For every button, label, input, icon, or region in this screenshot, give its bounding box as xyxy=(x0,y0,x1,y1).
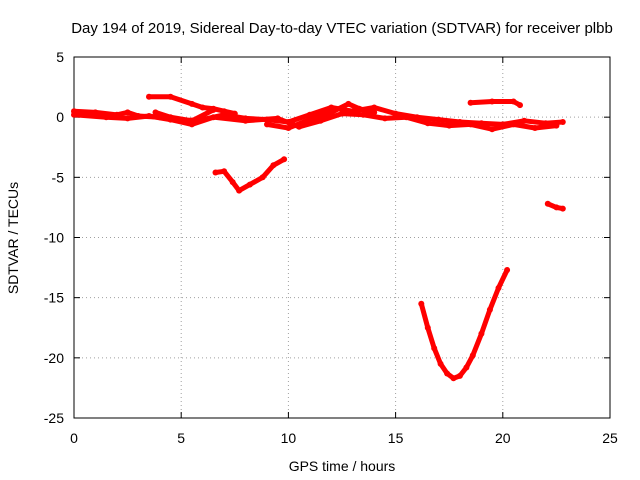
data-point xyxy=(231,110,238,117)
data-point xyxy=(221,168,228,175)
data-point xyxy=(328,109,335,116)
data-point xyxy=(152,109,159,116)
data-point xyxy=(71,111,77,118)
data-point xyxy=(317,117,324,124)
data-point xyxy=(356,105,363,112)
data-point xyxy=(489,126,496,133)
x-tick-label: 0 xyxy=(70,430,78,446)
data-point xyxy=(103,114,110,121)
y-tick-label: 0 xyxy=(56,109,64,125)
data-point xyxy=(221,108,228,115)
data-point xyxy=(146,113,152,119)
x-tick-label: 15 xyxy=(388,430,404,446)
data-point xyxy=(435,116,442,123)
data-point xyxy=(467,99,474,106)
data-point xyxy=(486,306,493,313)
data-point xyxy=(478,330,485,337)
y-tick-label: -10 xyxy=(44,230,64,246)
data-series xyxy=(71,93,566,382)
data-point xyxy=(392,110,399,117)
data-point xyxy=(424,324,431,331)
data-point xyxy=(450,375,457,382)
data-point xyxy=(339,110,345,117)
series-line xyxy=(468,99,523,108)
data-point xyxy=(446,122,453,129)
data-point xyxy=(274,115,281,122)
data-point xyxy=(424,120,431,127)
data-point xyxy=(489,98,496,105)
data-point xyxy=(495,285,502,291)
data-point xyxy=(467,121,474,128)
x-axis-label: GPS time / hours xyxy=(289,458,396,474)
series-line xyxy=(153,107,216,124)
data-point xyxy=(444,370,451,377)
data-point xyxy=(246,181,253,188)
data-point xyxy=(559,205,566,212)
data-point xyxy=(210,114,217,121)
data-point xyxy=(371,104,378,111)
data-point xyxy=(381,115,388,122)
data-point xyxy=(437,360,444,367)
data-point xyxy=(188,100,195,107)
data-point xyxy=(360,111,367,118)
data-point xyxy=(553,204,560,211)
data-point xyxy=(242,117,249,124)
data-point xyxy=(510,98,517,105)
data-point xyxy=(188,117,195,124)
y-tick-label: -25 xyxy=(44,410,64,426)
data-point xyxy=(403,114,410,121)
data-point xyxy=(463,364,470,371)
data-point xyxy=(521,117,528,124)
data-point xyxy=(431,345,438,352)
data-point xyxy=(469,352,476,359)
data-point xyxy=(281,156,288,163)
y-tick-label: -15 xyxy=(44,290,64,306)
data-point xyxy=(345,100,352,107)
data-point xyxy=(285,125,292,131)
data-point xyxy=(544,200,551,207)
data-point xyxy=(371,109,378,116)
series-line xyxy=(71,111,559,132)
data-point xyxy=(210,106,217,113)
y-tick-label: -5 xyxy=(52,169,65,185)
series-line xyxy=(418,267,510,381)
data-point xyxy=(146,93,152,100)
data-point xyxy=(236,187,243,194)
data-point xyxy=(306,111,313,118)
data-point xyxy=(553,122,560,129)
data-point xyxy=(418,300,425,307)
x-tick-label: 25 xyxy=(602,430,618,446)
data-point xyxy=(510,121,517,128)
x-tick-label: 5 xyxy=(177,430,185,446)
x-tick-label: 10 xyxy=(281,430,297,446)
data-point xyxy=(199,104,206,111)
data-point xyxy=(517,102,523,109)
x-tick-label: 20 xyxy=(495,430,511,446)
axis-ticks: 0 5 10 15 20 25 5 0 -5 -10 -15 -20 -25 xyxy=(44,49,618,446)
data-point xyxy=(270,162,277,169)
data-point xyxy=(559,119,566,125)
data-point xyxy=(229,179,236,186)
y-tick-label: -20 xyxy=(44,350,64,366)
y-axis-label: SDTVAR / TECUs xyxy=(5,182,21,294)
data-point xyxy=(456,372,463,379)
data-point xyxy=(306,116,313,123)
data-point xyxy=(212,169,219,176)
y-tick-label: 5 xyxy=(56,49,64,65)
data-point xyxy=(259,174,266,181)
data-point xyxy=(264,121,270,128)
chart-title: Day 194 of 2019, Sidereal Day-to-day VTE… xyxy=(71,20,613,37)
data-point xyxy=(124,109,131,116)
data-point xyxy=(167,114,174,121)
data-point xyxy=(124,115,131,122)
data-point xyxy=(167,93,174,100)
data-point xyxy=(504,267,511,273)
data-point xyxy=(532,125,538,131)
